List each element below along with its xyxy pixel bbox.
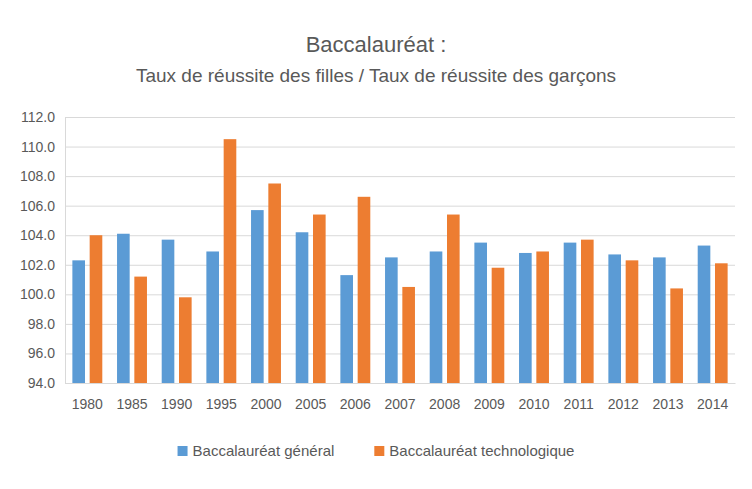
bar: [447, 215, 460, 383]
x-tick: 2005: [295, 383, 326, 412]
y-tick-label: 94.0: [28, 375, 55, 391]
x-tick: 1980: [72, 383, 103, 412]
x-tick-label: 2011: [564, 396, 594, 412]
x-tick-label: 1985: [116, 396, 147, 412]
x-tick: 2014: [697, 383, 728, 412]
x-tick-label: 2007: [384, 396, 415, 412]
x-tick: 2009: [474, 383, 505, 412]
bar: [430, 251, 443, 383]
bar: [134, 277, 147, 383]
y-tick-label: 112.0: [21, 109, 55, 125]
x-tick: 2008: [429, 383, 460, 412]
bar-series: [90, 139, 728, 383]
legend-label: Baccalauréat général: [193, 442, 335, 459]
bar: [402, 287, 415, 383]
bar: [715, 263, 728, 383]
x-tick-label: 1990: [161, 396, 192, 412]
x-tick: 1990: [161, 383, 192, 412]
legend-item: Baccalauréat général: [178, 442, 335, 459]
subtitle: Taux de réussite des filles / Taux de ré…: [136, 65, 616, 86]
legend: Baccalauréat général Baccalauréat technol…: [178, 442, 575, 459]
bar: [162, 240, 175, 383]
bar: [608, 254, 621, 383]
x-axis-line: [66, 383, 736, 384]
grid-line: [65, 206, 735, 207]
x-tick: 1985: [116, 383, 147, 412]
bar: [564, 243, 577, 383]
bar-series: [72, 210, 710, 383]
bar: [698, 246, 711, 383]
bar: [653, 257, 666, 383]
bar: [224, 139, 237, 383]
bar: [340, 275, 353, 383]
x-tick-label: 2014: [697, 396, 728, 412]
x-tick-label: 2005: [295, 396, 326, 412]
bar: [117, 234, 130, 383]
x-tick-label: 2013: [652, 396, 683, 412]
bar: [296, 232, 309, 383]
legend-swatch: [178, 446, 188, 456]
y-tick-label: 104.0: [20, 227, 55, 243]
x-tick-label: 2010: [518, 396, 549, 412]
bar: [358, 197, 371, 383]
bar: [90, 235, 103, 383]
bar: [72, 260, 85, 383]
x-tick: 2010: [518, 383, 549, 412]
x-tick-label: 2008: [429, 396, 460, 412]
grid-line: [65, 176, 735, 177]
bar: [492, 268, 505, 383]
bar: [626, 260, 639, 383]
x-tick-label: 2006: [340, 396, 371, 412]
x-tick-label: 1995: [206, 396, 237, 412]
x-axis: 1980 1985 1990 1995 2000 2005 2006 2007 2008 2009…: [66, 383, 736, 412]
x-tick: 2012: [608, 383, 639, 412]
bar: [385, 257, 398, 383]
x-tick-label: 2000: [250, 396, 281, 412]
grid-line: [65, 383, 735, 384]
legend-item: Baccalauréat technologique: [374, 442, 574, 459]
bar: [519, 253, 532, 383]
x-tick: 2013: [652, 383, 683, 412]
y-axis-line: [66, 118, 736, 384]
bar: [206, 251, 219, 383]
legend-swatch: [374, 446, 384, 456]
bar: [474, 243, 487, 383]
grid-line: [65, 235, 735, 236]
bar: [536, 251, 549, 383]
y-tick-label: 98.0: [28, 316, 55, 332]
x-tick-label: 2012: [608, 396, 639, 412]
y-axis: 94.0 96.0 98.0 100.0 102.0 104.0 106.0 108.0 110…: [20, 109, 735, 391]
bar: [581, 240, 594, 383]
bar: [268, 184, 281, 384]
y-tick-label: 108.0: [20, 168, 55, 184]
y-tick-label: 102.0: [20, 257, 55, 273]
y-tick: 110.0: [21, 139, 735, 155]
x-tick-label: 2009: [474, 396, 505, 412]
y-tick-label: 96.0: [28, 345, 55, 361]
y-tick-label: 100.0: [20, 286, 55, 302]
x-tick: 2000: [250, 383, 281, 412]
y-tick: 112.0: [21, 109, 735, 125]
title: Baccalauréat :: [306, 32, 447, 57]
bar: [670, 288, 683, 383]
bar: [179, 297, 192, 383]
bar: [313, 215, 326, 383]
background: [0, 0, 752, 489]
plot: 94.0 96.0 98.0 100.0 102.0 104.0 106.0 108.0 110…: [20, 109, 736, 412]
x-tick: 2007: [384, 383, 415, 412]
x-tick: 2006: [340, 383, 371, 412]
chart: Baccalauréat : Taux de réussite des fille…: [0, 0, 752, 489]
x-tick-label: 1980: [72, 396, 103, 412]
grid-line: [65, 147, 735, 148]
x-tick: 1995: [206, 383, 237, 412]
bar: [251, 210, 264, 383]
y-tick-label: 106.0: [20, 198, 55, 214]
y-tick-label: 110.0: [21, 139, 55, 155]
bars: [72, 139, 727, 383]
legend-label: Baccalauréat technologique: [389, 442, 574, 459]
grid-line: [65, 117, 735, 118]
x-tick: 2011: [564, 383, 594, 412]
y-tick: 106.0: [20, 198, 735, 214]
y-tick: 108.0: [20, 168, 735, 184]
